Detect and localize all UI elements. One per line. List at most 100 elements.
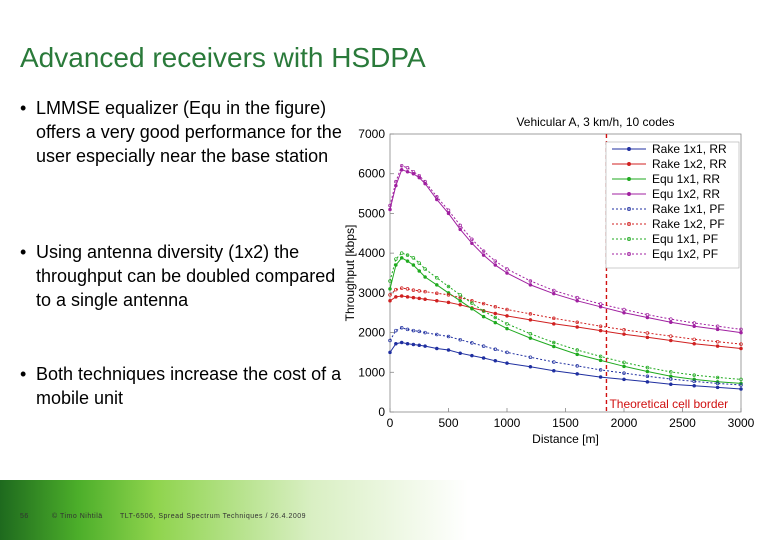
data-point — [528, 312, 533, 316]
data-point — [715, 327, 720, 332]
data-point — [399, 326, 404, 330]
data-point — [598, 305, 603, 309]
data-point — [388, 287, 392, 291]
data-point — [739, 327, 743, 332]
data-point — [669, 338, 673, 343]
legend-label: Rake 1x1, RR — [652, 142, 727, 156]
data-point — [411, 342, 416, 347]
data-point — [739, 377, 743, 382]
data-point — [405, 169, 410, 174]
data-point — [622, 310, 626, 315]
x-tick-label: 0 — [387, 416, 394, 430]
y-tick-label: 4000 — [358, 246, 385, 260]
data-point — [423, 267, 427, 271]
data-point — [739, 330, 743, 335]
data-point — [423, 297, 427, 301]
data-point — [575, 352, 579, 357]
data-point — [493, 305, 498, 309]
data-point — [388, 207, 392, 212]
bullet-marker: • — [20, 242, 27, 262]
slide-title: Advanced receivers with HSDPA — [20, 42, 426, 73]
data-point — [598, 375, 603, 379]
data-point — [435, 197, 439, 202]
legend-marker — [627, 192, 631, 196]
data-point — [715, 324, 720, 328]
data-point — [715, 381, 720, 386]
legend-label: Rake 1x2, RR — [652, 157, 727, 171]
data-point — [458, 223, 462, 228]
footer-course: TLT-6506, Spread Spectrum Techniques / 2… — [120, 513, 307, 520]
data-point — [417, 343, 421, 348]
data-point — [645, 374, 650, 379]
data-point — [598, 302, 603, 306]
data-point — [405, 287, 410, 291]
data-point — [505, 361, 509, 365]
data-point — [446, 300, 451, 305]
data-point — [481, 356, 486, 360]
data-point — [552, 322, 556, 326]
data-point — [645, 369, 650, 374]
data-point — [575, 295, 579, 300]
data-point — [417, 296, 421, 301]
data-point — [388, 203, 392, 208]
data-point — [411, 263, 416, 267]
data-point — [598, 328, 603, 333]
data-point — [411, 328, 416, 333]
data-point — [399, 340, 404, 345]
y-tick-label: 0 — [378, 405, 385, 419]
footer — [0, 480, 780, 540]
data-point — [417, 329, 421, 334]
legend-marker — [627, 237, 631, 241]
bullet-marker: • — [20, 364, 27, 384]
y-tick-label: 2000 — [358, 326, 385, 340]
data-point — [405, 341, 410, 346]
data-point — [552, 344, 556, 349]
data-point — [446, 284, 451, 289]
data-point — [528, 336, 533, 340]
data-point — [598, 358, 603, 363]
page-number: 56 — [20, 513, 29, 520]
data-point — [470, 301, 474, 305]
bullet-text: LMMSE equalizer (Equ in the figure) offe… — [36, 98, 342, 166]
y-tick-label: 7000 — [358, 127, 385, 141]
bullet-marker: • — [20, 98, 27, 118]
data-point — [505, 350, 509, 355]
data-point — [470, 241, 474, 245]
data-point — [423, 275, 427, 279]
data-point — [622, 377, 626, 382]
data-point — [575, 320, 579, 324]
data-point — [423, 330, 427, 335]
data-point — [739, 387, 743, 391]
data-point — [575, 325, 579, 329]
data-point — [669, 317, 673, 321]
data-point — [715, 339, 720, 344]
data-point — [645, 365, 650, 370]
y-tick-label: 1000 — [358, 365, 385, 379]
data-point — [739, 346, 743, 351]
series-line-0 — [389, 341, 742, 390]
data-point — [458, 303, 462, 307]
legend-label: Rake 1x1, PF — [652, 202, 725, 216]
data-point — [481, 253, 486, 257]
data-point — [715, 344, 720, 348]
data-point — [388, 293, 392, 297]
data-point — [399, 294, 404, 298]
data-point — [528, 279, 533, 283]
data-point — [528, 332, 533, 336]
x-tick-label: 1500 — [552, 416, 579, 430]
data-point — [405, 327, 410, 332]
data-point — [446, 208, 451, 213]
data-point — [458, 299, 462, 303]
data-point — [622, 360, 626, 365]
y-axis-label: Throughput [kbps] — [343, 225, 357, 322]
legend-label: Equ 1x1, PF — [652, 232, 718, 246]
data-point — [458, 337, 462, 342]
data-point — [739, 383, 743, 387]
data-point — [552, 368, 556, 373]
data-point — [552, 291, 556, 296]
data-point — [622, 364, 626, 369]
data-point — [692, 341, 696, 346]
data-point — [388, 338, 392, 343]
data-point — [394, 257, 398, 261]
data-point — [388, 350, 392, 355]
